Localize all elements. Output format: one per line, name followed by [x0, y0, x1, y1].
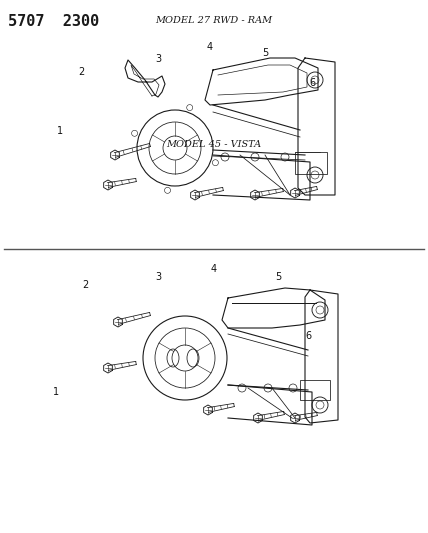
Text: 1: 1: [53, 387, 59, 397]
Bar: [295, 152, 327, 174]
Text: 2: 2: [78, 67, 84, 77]
Bar: [300, 380, 330, 400]
Text: MODEL 27 RWD - RAM: MODEL 27 RWD - RAM: [155, 16, 273, 25]
Text: 5: 5: [275, 272, 281, 282]
Text: 5: 5: [262, 49, 268, 58]
Text: 6: 6: [309, 78, 315, 87]
Text: 6: 6: [305, 331, 311, 341]
Text: 3: 3: [155, 54, 161, 63]
Text: 5707  2300: 5707 2300: [8, 14, 99, 29]
Text: 2: 2: [83, 280, 89, 290]
Text: 4: 4: [207, 42, 213, 52]
Text: 1: 1: [57, 126, 63, 135]
Text: MODEL 45 - VISTA: MODEL 45 - VISTA: [166, 141, 262, 149]
Text: 4: 4: [211, 264, 217, 274]
Text: 3: 3: [155, 272, 161, 282]
